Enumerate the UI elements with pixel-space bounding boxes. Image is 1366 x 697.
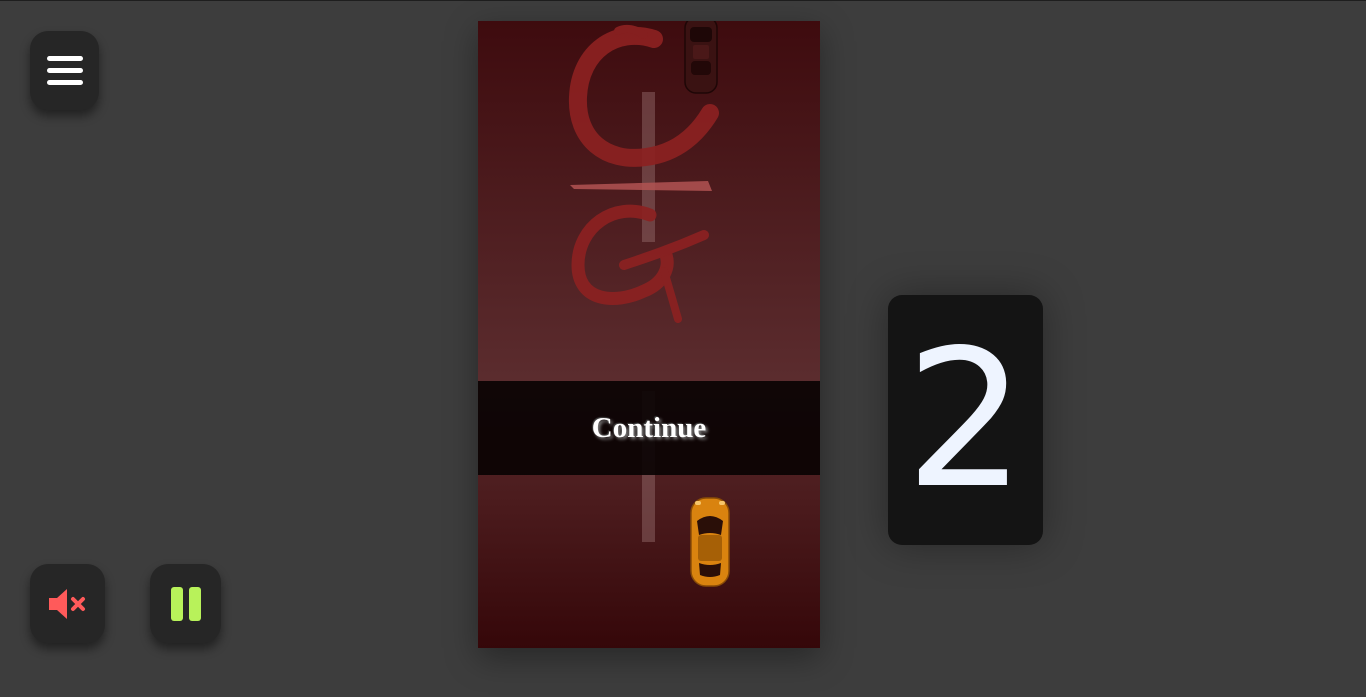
game-logo	[568, 24, 719, 323]
enemy-car	[684, 21, 718, 94]
speaker-muted-icon	[48, 588, 85, 619]
countdown-display: 2	[888, 295, 1043, 545]
pause-icon	[170, 586, 201, 621]
countdown-value: 2	[905, 309, 1026, 530]
mute-button[interactable]	[30, 564, 105, 643]
pause-button[interactable]	[150, 564, 221, 643]
game-board: Continue	[478, 21, 820, 648]
hamburger-menu-icon	[46, 55, 83, 86]
lane-marking	[642, 92, 655, 242]
continue-label: Continue	[591, 411, 707, 444]
menu-button[interactable]	[30, 31, 99, 110]
continue-button[interactable]: Continue	[478, 381, 820, 475]
player-car	[690, 497, 730, 587]
